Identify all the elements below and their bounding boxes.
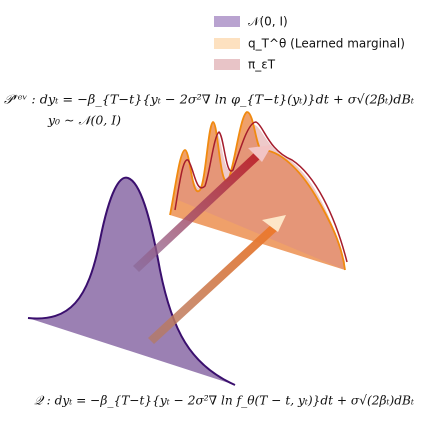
legend-label: 𝒩(0, I) — [248, 15, 288, 29]
legend-swatch — [214, 16, 240, 27]
target-density — [170, 112, 345, 270]
legend-swatch — [214, 38, 240, 49]
learned-curve — [174, 121, 348, 263]
equation: y₀ ∼ 𝒩(0, I) — [47, 113, 121, 128]
legend-label: π_εT — [248, 58, 276, 72]
gaussian-curve — [27, 176, 236, 386]
arrow-reverse — [133, 151, 262, 272]
equation: 𝒫ʳᵉᵛ : dyₜ = −β_{T−t}{yₜ − 2σ²∇ ln φ_{T−… — [4, 92, 414, 107]
legend: 𝒩(0, I) q_T^θ (Learned marginal) π_εT — [214, 15, 405, 72]
arrow-forward — [148, 222, 280, 344]
equation: 𝒬 : dyₜ = −β_{T−t}{yₜ − 2σ²∇ ln f_θ(T − … — [34, 393, 414, 408]
gaussian-density — [28, 177, 235, 385]
legend-label: q_T^θ (Learned marginal) — [248, 37, 405, 51]
arrow-head — [248, 145, 272, 162]
arrow-head — [262, 215, 286, 232]
legend-swatch — [214, 59, 240, 70]
